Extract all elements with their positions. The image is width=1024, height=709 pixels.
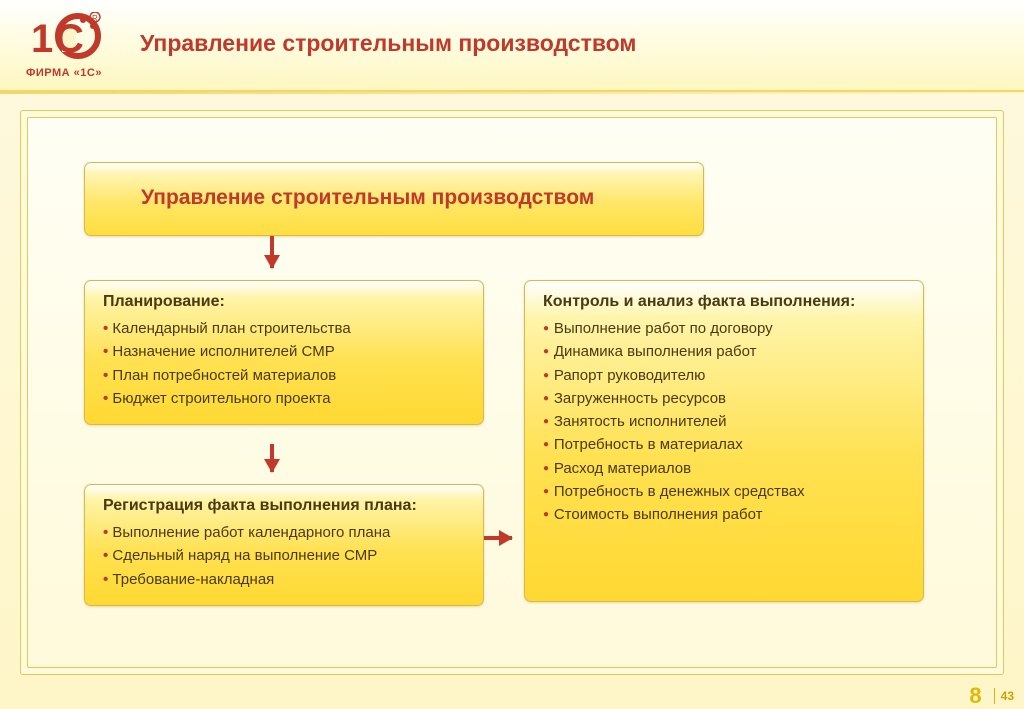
node-planning-list: Календарный план строительства Назначени… — [103, 317, 467, 410]
footer-slide-number: 8 — [969, 683, 981, 709]
content-panel-inner: Управление строительным производством Пл… — [27, 117, 997, 668]
content-panel-outer: Управление строительным производством Пл… — [20, 110, 1004, 675]
list-item: Стоимость выполнения работ — [543, 503, 907, 526]
list-item: Потребность в денежных средствах — [543, 480, 907, 503]
footer-separator — [994, 688, 995, 704]
svg-text:С: С — [55, 17, 84, 60]
list-item: Выполнение работ по договору — [543, 317, 907, 340]
arrow-registration-to-control — [484, 536, 512, 540]
node-root-title: Управление строительным производством — [141, 186, 594, 210]
node-planning-heading: Планирование: — [103, 293, 467, 311]
logo-1c-icon: 1 С R — [25, 12, 103, 60]
list-item: Загруженность ресурсов — [543, 387, 907, 410]
node-control-heading: Контроль и анализ факта выполнения: — [543, 293, 907, 311]
svg-text:R: R — [92, 14, 98, 23]
node-registration: Регистрация факта выполнения плана: Выпо… — [84, 484, 484, 606]
list-item: Занятость исполнителей — [543, 410, 907, 433]
list-item: Рапорт руководителю — [543, 364, 907, 387]
logo-caption: ФИРМА «1С» — [14, 67, 114, 79]
list-item: Потребность в материалах — [543, 433, 907, 456]
list-item: Выполнение работ календарного плана — [103, 521, 467, 544]
list-item: Сдельный наряд на выполнение СМР — [103, 544, 467, 567]
list-item: Календарный план строительства — [103, 317, 467, 340]
logo-block: 1 С R ФИРМА «1С» — [14, 12, 114, 79]
slide-header: 1 С R ФИРМА «1С» Управление строительным… — [0, 0, 1024, 92]
node-planning: Планирование: Календарный план строитель… — [84, 280, 484, 425]
node-control: Контроль и анализ факта выполнения: Выпо… — [524, 280, 924, 602]
page-title: Управление строительным производством — [140, 30, 636, 57]
list-item: Расход материалов — [543, 457, 907, 480]
footer-total-pages: 43 — [1001, 689, 1014, 703]
slide-footer: 8 43 — [0, 683, 1024, 709]
node-control-list: Выполнение работ по договору Динамика вы… — [543, 317, 907, 526]
svg-text:1: 1 — [31, 17, 53, 60]
node-registration-list: Выполнение работ календарного плана Сдел… — [103, 521, 467, 591]
list-item: Бюджет строительного проекта — [103, 387, 467, 410]
list-item: Требование-накладная — [103, 568, 467, 591]
node-registration-heading: Регистрация факта выполнения плана: — [103, 497, 467, 515]
list-item: Назначение исполнителей СМР — [103, 340, 467, 363]
list-item: План потребностей материалов — [103, 364, 467, 387]
list-item: Динамика выполнения работ — [543, 340, 907, 363]
node-root: Управление строительным производством — [84, 162, 704, 236]
arrow-planning-to-registration — [270, 444, 274, 472]
header-divider — [0, 92, 1024, 94]
arrow-root-to-planning — [270, 236, 274, 268]
